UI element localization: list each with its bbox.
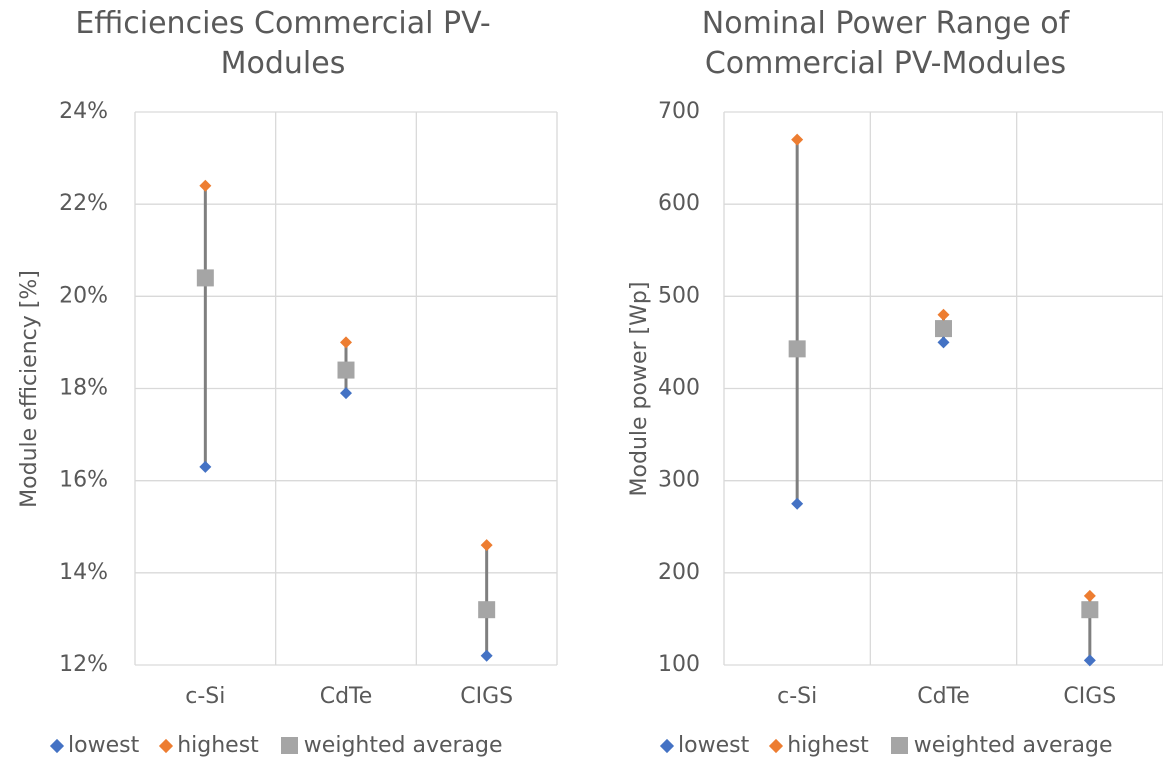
diamond-icon xyxy=(659,738,675,753)
chart2-y-tick-label: 100 xyxy=(658,652,700,677)
chart1-x-tick-label: c-Si xyxy=(185,684,225,709)
chart2-legend: lowest highest weighted average xyxy=(659,733,1135,758)
chart2-x-tick-label: CdTe xyxy=(917,684,970,709)
chart2-y-tick-label: 200 xyxy=(658,560,700,585)
chart2-y-tick-label: 400 xyxy=(658,376,700,401)
legend-label: lowest xyxy=(678,733,750,758)
chart1-point-highest xyxy=(199,179,212,192)
chart1-y-tick-label: 16% xyxy=(59,468,108,493)
chart2-point-lowest xyxy=(791,497,804,510)
chart2-y-tick-label: 300 xyxy=(658,468,700,493)
chart1-y-tick-label: 18% xyxy=(59,376,108,401)
chart1-point-lowest xyxy=(199,460,212,473)
chart2-point-lowest xyxy=(1083,654,1096,667)
chart1-y-axis-label: Module efficiency [%] xyxy=(17,270,42,508)
chart2-legend-lowest: lowest xyxy=(659,733,750,758)
legend-label: highest xyxy=(787,733,869,758)
chart2-y-tick-label: 600 xyxy=(658,191,700,216)
chart2-y-axis-label: Module power [Wp] xyxy=(627,282,652,497)
chart2-y-tick-label: 500 xyxy=(658,283,700,308)
chart2-y-tick-label: 700 xyxy=(658,99,700,124)
diamond-icon xyxy=(49,738,65,753)
chart2-title-line1: Nominal Power Range of xyxy=(701,6,1070,41)
chart1-point-weighted-average xyxy=(337,361,355,379)
chart1-y-tick-label: 22% xyxy=(59,191,108,216)
legend-label: weighted average xyxy=(913,733,1113,758)
chart2-legend-weighted-average: weighted average xyxy=(890,733,1113,758)
legend-label: highest xyxy=(177,733,259,758)
chart2-point-highest xyxy=(937,308,950,321)
chart2-point-weighted-average xyxy=(788,340,806,358)
diamond-icon xyxy=(159,738,174,753)
diamond-icon xyxy=(769,738,784,753)
chart1-y-tick-label: 20% xyxy=(59,283,108,308)
chart1-legend-highest: highest xyxy=(159,733,259,758)
chart1-point-highest xyxy=(340,336,352,349)
chart2-title-line2: Commercial PV-Modules xyxy=(704,46,1067,81)
chart2-point-weighted-average xyxy=(935,320,952,338)
chart1-title-line2: Modules xyxy=(220,46,346,81)
chart1-point-highest xyxy=(480,539,493,552)
legend-label: lowest xyxy=(68,733,140,758)
chart2-x-tick-label: c-Si xyxy=(777,684,817,709)
chart2-point-highest xyxy=(1083,589,1096,602)
chart1-x-tick-label: CdTe xyxy=(320,684,373,709)
chart1-legend: lowest highest weighted average xyxy=(49,733,525,758)
chart2-title: Nominal Power Range of Commercial PV-Mod… xyxy=(608,4,1163,84)
chart1-point-weighted-average xyxy=(478,601,496,619)
chart2-point-highest xyxy=(791,133,804,146)
chart1-legend-lowest: lowest xyxy=(49,733,140,758)
square-icon xyxy=(890,737,908,754)
chart2-x-tick-label: CIGS xyxy=(1063,684,1116,709)
chart1-x-tick-label: CIGS xyxy=(460,684,513,709)
chart1-y-tick-label: 12% xyxy=(59,652,108,677)
chart1-point-lowest xyxy=(480,649,493,662)
chart1-y-tick-label: 24% xyxy=(59,99,108,124)
chart2-point-lowest xyxy=(937,336,950,349)
chart1-title: Efficiencies Commercial PV- Modules xyxy=(0,4,566,84)
legend-label: weighted average xyxy=(303,733,503,758)
chart1-title-line1: Efficiencies Commercial PV- xyxy=(75,6,491,41)
chart1-legend-weighted-average: weighted average xyxy=(280,733,503,758)
chart1-point-weighted-average xyxy=(196,269,214,287)
chart2-point-weighted-average xyxy=(1081,601,1099,619)
chart1-point-lowest xyxy=(340,387,352,400)
chart1-y-tick-label: 14% xyxy=(59,560,108,585)
square-icon xyxy=(280,737,298,754)
chart2-legend-highest: highest xyxy=(769,733,869,758)
